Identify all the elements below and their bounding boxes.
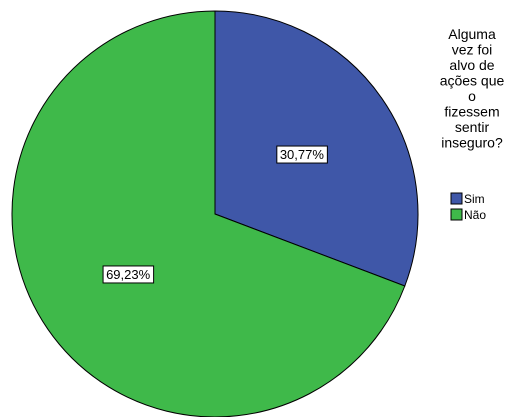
legend-label-sim: Sim: [464, 192, 485, 206]
data-label-text: 30,77%: [280, 147, 325, 162]
data-label-box: [102, 265, 155, 284]
legend: Alguma vez foi alvo de ações que o fizessem se…: [440, 26, 505, 222]
legend-swatch-nao: [450, 208, 463, 221]
legend-title-line: Alguma: [448, 26, 496, 42]
legend-title-line: alvo de: [449, 57, 494, 73]
legend-title-line: vez foi: [452, 42, 492, 58]
legend-title-line: fizessem: [444, 104, 499, 120]
pie-slices: [11, 10, 419, 417]
legend-swatch-sim: [450, 192, 463, 205]
data-label-sim: 30,77%: [276, 145, 328, 164]
legend-title-line: inseguro?: [441, 135, 503, 151]
legend-title-line: sentir: [455, 119, 490, 135]
legend-title-line: ações que: [440, 73, 505, 89]
legend-items: Sim Não: [450, 192, 486, 222]
pie-data-labels: 30,77% 69,23%: [102, 145, 328, 284]
legend-label-nao: Não: [464, 208, 486, 222]
pie-slice-nao: [11, 10, 406, 417]
legend-title: Alguma vez foi alvo de ações que o fizessem se…: [440, 26, 505, 151]
data-label-box: [276, 145, 328, 164]
data-label-text: 69,23%: [106, 267, 151, 282]
legend-title-line: o: [468, 88, 476, 104]
data-label-nao: 69,23%: [102, 265, 155, 284]
